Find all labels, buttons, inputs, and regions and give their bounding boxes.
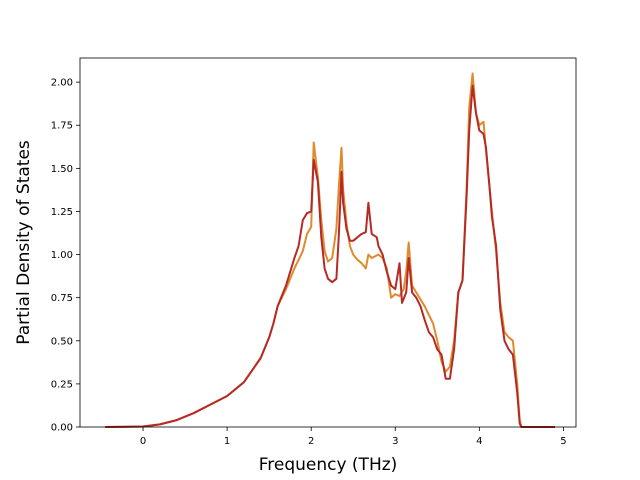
y-tick-label: 0.50 (51, 336, 73, 347)
x-tick-label: 3 (392, 436, 398, 447)
x-tick-label: 2 (308, 436, 314, 447)
x-tick-label: 1 (224, 436, 230, 447)
x-tick-label: 5 (560, 436, 566, 447)
x-tick-label: 0 (140, 436, 146, 447)
series-line-2 (105, 84, 555, 428)
x-axis-ticks: 0 1 2 3 4 5 (140, 427, 567, 447)
axes-frame (79, 57, 577, 428)
x-axis-title: Frequency (THz) (259, 455, 398, 475)
y-tick-label: 1.25 (51, 207, 73, 218)
y-tick-label: 1.50 (51, 164, 73, 175)
y-tick-label: 0.75 (51, 293, 73, 304)
x-tick-label: 4 (476, 436, 482, 447)
y-tick-label: 0.00 (51, 423, 73, 434)
y-tick-label: 2.00 (51, 78, 73, 89)
y-axis-ticks: 0.00 0.25 0.50 0.75 1.00 1.25 1.50 1.75 2.00 (51, 78, 80, 434)
y-tick-label: 1.75 (51, 121, 73, 132)
y-tick-label: 0.25 (51, 379, 73, 390)
plot-lines (105, 72, 555, 428)
y-tick-label: 1.00 (51, 250, 73, 261)
y-axis-title: Partial Density of States (14, 140, 34, 345)
series-line-1 (105, 72, 555, 428)
